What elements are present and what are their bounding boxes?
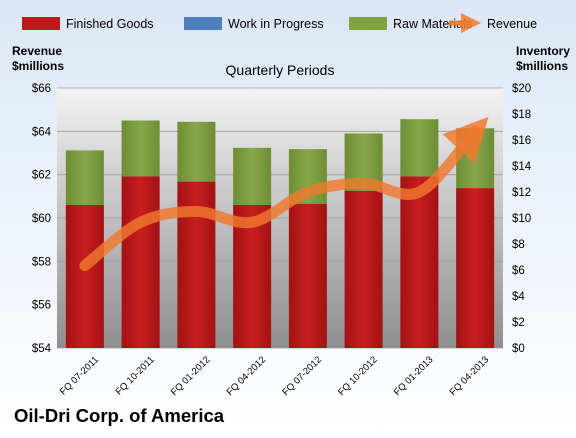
left-axis-tick-label: $64 <box>32 126 52 138</box>
right-axis-tick-label: $2 <box>512 317 525 329</box>
bar-raw-materials <box>400 119 439 177</box>
right-axis-tick-label: $8 <box>512 239 525 251</box>
right-axis-tick-label: $18 <box>512 109 531 121</box>
bar-finished-goods <box>65 205 104 348</box>
revenue-line <box>79 116 489 272</box>
right-axis-tick-label: $4 <box>512 291 525 303</box>
bar-finished-goods <box>288 203 327 348</box>
bar-finished-goods <box>121 176 160 348</box>
left-axis-tick-label: $60 <box>32 213 51 225</box>
left-axis-ticks: $54 $56 $58 $60 $62 $64 $66 <box>32 83 52 355</box>
legend-swatch-finished-goods <box>22 17 60 30</box>
right-axis-tick-label: $10 <box>512 213 531 225</box>
bar-finished-goods <box>344 190 383 348</box>
right-axis-title: Inventory $millions <box>516 44 570 73</box>
legend-swatch-work-in-progress <box>184 17 222 30</box>
left-axis-tick-label: $56 <box>32 300 51 312</box>
left-axis-tick-label: $54 <box>32 343 52 355</box>
right-axis-tick-label: $6 <box>512 265 525 277</box>
legend-label-revenue: Revenue <box>487 17 537 31</box>
left-axis-tick-label: $58 <box>32 256 51 268</box>
bar-finished-goods <box>400 176 439 348</box>
bar-raw-materials <box>121 120 160 177</box>
legend: Finished Goods Work in Progress Raw Mate… <box>22 13 537 33</box>
bar-finished-goods <box>233 205 272 348</box>
chart-title: Quarterly Periods <box>226 62 335 78</box>
left-axis-tick-label: $62 <box>32 170 51 182</box>
legend-swatch-raw-materials <box>349 17 387 30</box>
left-axis-title: Revenue $millions <box>12 44 64 73</box>
right-axis-tick-label: $12 <box>512 187 531 199</box>
right-axis-tick-label: $16 <box>512 135 531 147</box>
revenue-line-layer <box>79 116 489 272</box>
legend-label-finished-goods: Finished Goods <box>66 17 154 31</box>
right-axis-tick-label: $14 <box>512 161 532 173</box>
legend-label-work-in-progress: Work in Progress <box>228 17 324 31</box>
bar-raw-materials <box>65 150 104 205</box>
right-axis-tick-label: $20 <box>512 83 531 95</box>
left-axis-tick-label: $66 <box>32 83 51 95</box>
bar-raw-materials <box>177 121 216 182</box>
right-axis-tick-label: $0 <box>512 343 525 355</box>
right-axis-ticks: $0 $2 $4 $6 $8 $10 $12 $14 $16 $18 $20 <box>512 83 532 355</box>
bar-raw-materials <box>233 147 272 205</box>
bar-finished-goods <box>456 188 495 348</box>
company-title: Oil-Dri Corp. of America <box>14 405 225 426</box>
